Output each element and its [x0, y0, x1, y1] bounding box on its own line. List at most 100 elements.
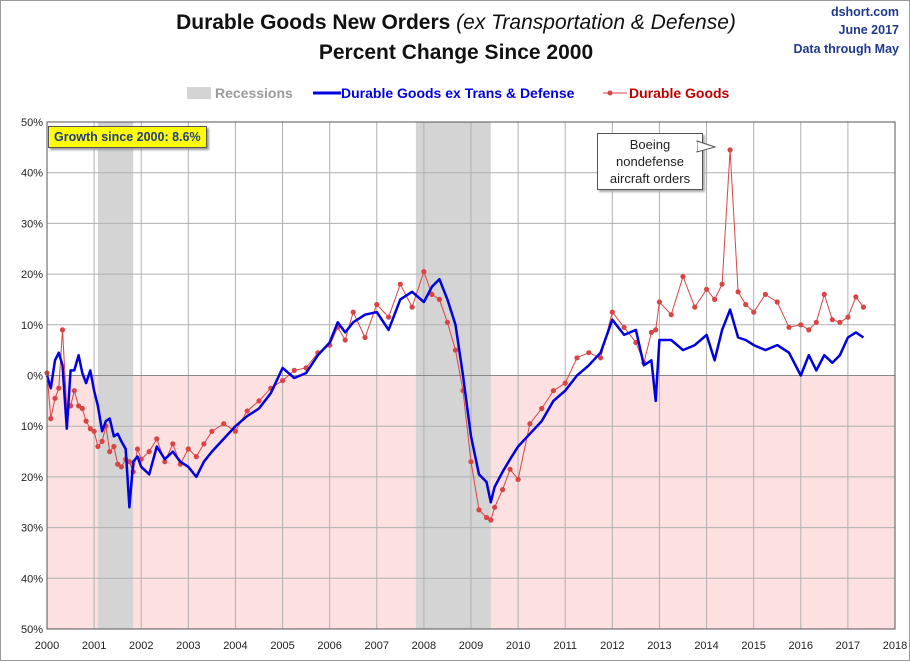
plot-frame: [46, 121, 896, 630]
durable-goods-point: [95, 443, 101, 450]
durable-goods-point: [201, 441, 207, 447]
durable-goods-point: [500, 487, 506, 493]
y-tick-label: 10%: [21, 320, 43, 332]
durable-goods-point: [244, 408, 250, 414]
callout-line-3: aircraft orders: [609, 171, 691, 186]
y-tick-label: 30%: [21, 218, 43, 230]
y-tick-label: 20%: [21, 472, 43, 484]
growth-annotation: Growth since 2000: 8.6%: [48, 126, 207, 148]
x-tick-label: 2015: [741, 640, 765, 652]
durable-goods-point: [798, 322, 804, 328]
durable-goods-point: [185, 446, 191, 452]
durable-goods-point: [845, 314, 851, 320]
source-site: dshort.com: [830, 5, 899, 19]
durable-goods-point: [409, 304, 415, 310]
durable-goods-point: [350, 309, 356, 315]
durable-goods-point: [444, 319, 450, 325]
durable-goods-point: [813, 319, 819, 325]
legend-recessions: Recessions: [187, 85, 293, 101]
legend-recessions-swatch: [187, 87, 211, 99]
durable-goods-point: [837, 319, 843, 325]
durable-goods-point: [539, 405, 545, 412]
durable-goods-point: [735, 289, 741, 295]
durable-goods-point: [107, 449, 113, 455]
durable-goods-point: [692, 304, 698, 310]
x-tick-label: 2005: [270, 640, 294, 652]
durable-goods-point: [550, 388, 557, 394]
y-tick-label: 10%: [21, 421, 43, 433]
durable-goods-point: [421, 269, 427, 275]
durable-goods-point: [87, 426, 93, 432]
durable-goods-point: [821, 291, 827, 297]
x-tick-label: 2000: [35, 640, 59, 652]
callout-line-1: Boeing: [629, 137, 671, 152]
durable-goods-point: [374, 301, 380, 308]
x-tick-label: 2017: [836, 640, 860, 652]
x-tick-label: 2010: [506, 640, 530, 652]
durable-goods-point: [743, 301, 749, 308]
durable-goods-point: [280, 378, 286, 384]
durable-goods-point: [170, 441, 176, 447]
y-tick-label: 50%: [21, 117, 43, 129]
durable-goods-point: [134, 446, 141, 452]
durable-goods-point: [668, 312, 674, 318]
x-tick-label: 2014: [694, 640, 718, 652]
durable-goods-point: [397, 281, 403, 287]
durable-goods-point: [79, 405, 85, 412]
durable-goods-point: [786, 324, 792, 330]
durable-goods-point: [111, 443, 117, 450]
durable-goods-point: [386, 314, 392, 320]
durable-goods-point: [621, 324, 627, 330]
durable-goods-point: [527, 421, 533, 427]
x-tick-label: 2001: [82, 640, 106, 652]
durable-goods-point: [762, 291, 769, 297]
durable-goods-point: [586, 350, 592, 356]
durable-goods-point: [609, 309, 615, 315]
durable-goods-point: [256, 398, 262, 404]
durable-goods-point: [853, 294, 859, 300]
x-tick-label: 2013: [647, 640, 671, 652]
durable-goods-point: [507, 466, 513, 472]
durable-goods-point: [362, 334, 368, 341]
y-tick-label: 50%: [21, 624, 43, 636]
x-tick-label: 2004: [223, 640, 247, 652]
durable-goods-point: [468, 459, 474, 465]
series-core-line: [45, 277, 865, 509]
durable-goods-point: [704, 286, 710, 292]
durable-goods-point: [727, 147, 733, 153]
durable-goods-point: [515, 476, 521, 482]
durable-goods-point: [562, 380, 568, 386]
chart-title-italic: (ex Transportation & Defense): [456, 11, 736, 34]
durable-goods-point: [774, 299, 780, 305]
source-date: June 2017: [838, 23, 899, 37]
durable-goods-point: [154, 436, 160, 442]
durable-goods-point: [653, 327, 659, 333]
chart-title-main: Durable Goods New Orders: [176, 11, 451, 34]
durable-goods-point: [680, 274, 686, 280]
durable-goods-point: [751, 309, 757, 315]
legend-headline-label: Durable Goods: [629, 85, 730, 101]
legend-recessions-label: Recessions: [215, 85, 293, 101]
durable-goods-point: [452, 347, 459, 353]
durable-goods-point: [860, 304, 867, 310]
durable-goods-point: [342, 337, 348, 343]
durable-goods-point: [48, 416, 54, 422]
x-tick-label: 2018: [883, 640, 907, 652]
durable-goods-point: [648, 329, 655, 335]
durable-goods-point: [56, 385, 62, 391]
x-tick-label: 2007: [365, 640, 389, 652]
x-tick-label: 2008: [412, 640, 436, 652]
durable-goods-point: [712, 296, 718, 302]
durable-goods-point: [436, 296, 442, 302]
legend-core: Durable Goods ex Trans & Defense: [313, 85, 574, 101]
durable-goods-point: [91, 428, 97, 434]
legend-core-label: Durable Goods ex Trans & Defense: [341, 85, 575, 101]
durable-goods-point: [118, 464, 124, 470]
x-tick-label: 2012: [600, 640, 624, 652]
x-tick-label: 2003: [176, 640, 200, 652]
durable-goods-point: [719, 281, 725, 287]
durable-goods-point: [76, 403, 82, 409]
x-tick-label: 2006: [317, 640, 341, 652]
y-tick-label: 30%: [21, 523, 43, 535]
